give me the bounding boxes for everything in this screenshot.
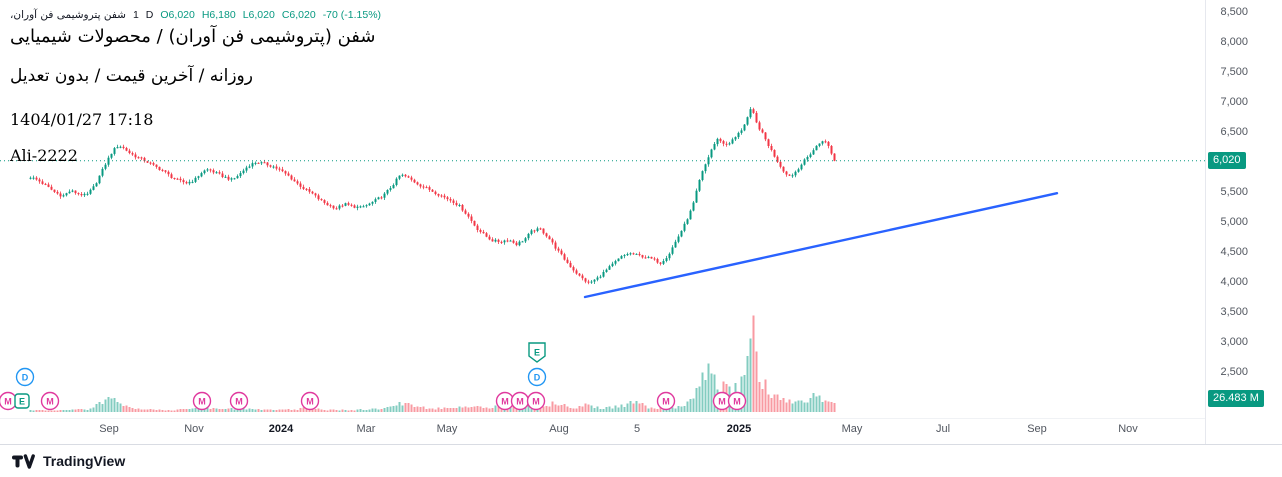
ohlc-change: -70 (-1.15%) [322,9,382,21]
svg-text:M: M [516,396,524,406]
time-axis-label: 5 [633,423,641,435]
event-marker-m[interactable]: M [510,391,530,411]
tradingview-brand[interactable]: TradingView [43,453,126,469]
chart-type-label[interactable]: D [145,9,154,21]
price-axis-label: 7,500 [1220,65,1248,78]
event-marker-d[interactable]: D [15,367,35,387]
volume-badge: 26.483 M [1208,390,1264,407]
svg-text:M: M [501,396,509,406]
svg-text:E: E [19,396,25,406]
svg-text:M: M [306,396,314,406]
tradingview-logo-icon[interactable] [12,453,36,470]
svg-text:M: M [46,396,54,406]
watermark-interval-line: روزانه / آخرین قیمت / بدون تعدیل [10,66,253,86]
last-price-badge: 6,020 [1208,151,1246,169]
svg-text:E: E [534,347,540,357]
svg-text:M: M [198,396,206,406]
event-marker-m[interactable]: M [40,391,60,411]
event-marker-m[interactable]: M [526,391,546,411]
watermark-symbol-title: شفن (پتروشیمی فن آوران) / محصولات شیمیای… [10,26,376,47]
interval-label[interactable]: 1 [132,9,139,21]
time-axis-label: Nov [1118,423,1138,435]
svg-text:M: M [733,396,741,406]
price-axis-label: 2,500 [1220,365,1248,378]
event-marker-m[interactable]: M [727,391,747,411]
time-axis-label: 2025 [726,423,752,435]
svg-text:D: D [22,372,29,382]
price-axis-label: 3,500 [1220,305,1248,318]
event-marker-e[interactable]: E [14,393,30,409]
time-axis-label: Sep [99,423,119,435]
ohlc-close: C6,020 [281,9,316,21]
event-marker-e[interactable]: E [528,342,546,363]
time-axis[interactable]: Sep Nov 2024 Mar May Aug 5 2025 May Jul Sep Nov [0,418,1205,445]
event-marker-m[interactable]: M [192,391,212,411]
chart-legend: شفن پتروشیمی فن آوران، 1 D O6,020 H6,180… [10,8,381,22]
watermark-author: Ali-2222 [10,146,78,165]
time-axis-label: 2024 [268,423,294,435]
svg-text:M: M [718,396,726,406]
time-axis-label: May [436,423,458,435]
svg-text:M: M [662,396,670,406]
svg-text:M: M [4,396,12,406]
footer-bar: TradingView [0,444,1282,477]
symbol-name[interactable]: شفن پتروشیمی فن آوران، [10,9,126,21]
price-axis-label: 7,000 [1220,95,1248,108]
time-axis-label: Aug [549,423,569,435]
ohlc-low: L6,020 [242,9,275,21]
price-axis-label: 6,500 [1220,125,1248,138]
svg-text:D: D [534,372,541,382]
time-axis-label: Jul [935,423,951,435]
time-axis-label: Sep [1027,423,1047,435]
event-marker-m[interactable]: M [300,391,320,411]
price-axis-label: 8,000 [1220,35,1248,48]
price-axis-label: 3,000 [1220,335,1248,348]
event-marker-d[interactable]: D [527,367,547,387]
price-axis-label: 4,000 [1220,275,1248,288]
event-marker-m[interactable]: M [0,391,18,411]
event-marker-m[interactable]: M [656,391,676,411]
time-axis-label: Nov [184,423,204,435]
time-axis-label: May [841,423,863,435]
price-axis-label: 5,500 [1220,185,1248,198]
price-axis-label: 5,000 [1220,215,1248,228]
price-axis-label: 8,500 [1220,5,1248,18]
ohlc-open: O6,020 [160,9,195,21]
svg-text:M: M [235,396,243,406]
event-marker-m[interactable]: M [229,391,249,411]
candlestick-series[interactable] [29,107,836,285]
ohlc-high: H6,180 [201,9,236,21]
price-axis[interactable]: 6,020 26.483 M 8,500 8,000 7,500 7,000 6,500… [1205,0,1282,444]
svg-text:M: M [532,396,540,406]
trend-line[interactable] [583,191,1059,299]
price-axis-label: 4,500 [1220,245,1248,258]
time-axis-label: Mar [356,423,376,435]
watermark-datetime: 1404/01/27 17:18 [10,110,154,129]
